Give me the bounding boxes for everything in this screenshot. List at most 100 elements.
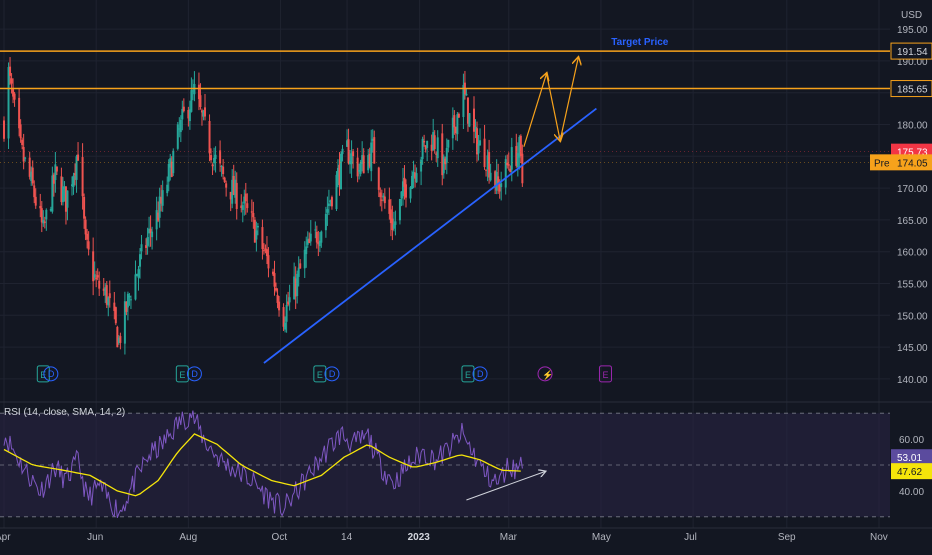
candle-up (398, 198, 401, 221)
y-tick-label: 180.00 (897, 120, 928, 131)
candle-up (456, 114, 459, 135)
earnings-marker[interactable] (36, 365, 50, 383)
candle-down (77, 154, 80, 161)
candle-down (391, 218, 394, 231)
rsi-value-badge (891, 449, 932, 466)
candle-up (93, 274, 96, 278)
earnings-marker[interactable] (313, 365, 327, 383)
candle-down (60, 176, 63, 203)
dividend-marker[interactable] (186, 366, 202, 382)
rsi-sma-line (3, 433, 521, 497)
candle-up (213, 157, 216, 164)
candle-down (261, 227, 264, 250)
candle-down (423, 140, 426, 143)
candle-up (367, 155, 370, 171)
candle-up (191, 90, 194, 92)
candle-down (235, 182, 238, 209)
level-badge-label: 185.65 (897, 85, 928, 96)
earnings-marker-letter: E (40, 370, 46, 380)
candle-up (139, 254, 142, 267)
candle-down (373, 137, 376, 164)
candle-down (466, 97, 469, 124)
candle-up (129, 299, 132, 301)
lightning-event-icon[interactable] (537, 366, 553, 382)
candle-up (146, 237, 149, 246)
candle-down (379, 192, 382, 198)
candle-down (414, 172, 417, 179)
candle-up (49, 208, 52, 211)
projection-arrow-segment[interactable] (523, 74, 547, 147)
candle-down (3, 120, 5, 139)
candle-down (383, 196, 386, 204)
projection-arrow-segment[interactable] (545, 73, 561, 141)
candle-down (182, 106, 185, 112)
y-tick-label: 170.00 (897, 184, 928, 195)
candle-up (451, 117, 454, 139)
earnings-marker[interactable] (461, 365, 475, 383)
candle-down (264, 248, 267, 250)
candle-down (265, 249, 268, 257)
candle-down (74, 173, 77, 176)
y-tick-label: 140.00 (897, 375, 928, 386)
projection-arrow-segment[interactable] (559, 58, 578, 141)
candle-up (401, 181, 404, 197)
earnings-marker[interactable] (175, 365, 189, 383)
ascending-trendline[interactable] (263, 107, 597, 364)
candle-down (170, 161, 173, 177)
candle-down (317, 241, 320, 245)
candle-up (117, 337, 120, 343)
y-tick-label: 155.00 (897, 280, 928, 291)
candle-up (306, 239, 309, 245)
rsi-sma-value-badge (891, 463, 932, 480)
x-tick-label: Sep (778, 532, 796, 543)
rsi-divergence-arrow[interactable] (466, 471, 545, 501)
candle-up (336, 167, 339, 177)
candle-up (75, 156, 78, 180)
candle-up (71, 184, 74, 187)
candle-up (243, 196, 246, 204)
candle-up (288, 297, 291, 303)
candle-down (403, 177, 406, 187)
candle-down (352, 151, 355, 157)
candle-down (287, 301, 290, 305)
candle-up (54, 164, 57, 181)
candle-down (197, 84, 200, 100)
candle-down (377, 167, 380, 190)
candle-down (244, 193, 247, 202)
candle-down (498, 184, 501, 192)
candle-up (326, 209, 329, 213)
candle-down (160, 197, 163, 204)
earnings-marker[interactable] (598, 365, 612, 383)
candle-up (394, 221, 397, 225)
candle-up (346, 140, 349, 147)
earnings-marker-letter: E (465, 370, 471, 380)
dividend-marker[interactable] (324, 366, 340, 382)
rsi-band-fill (0, 413, 890, 517)
candle-up (329, 200, 332, 203)
dividend-marker[interactable] (43, 366, 59, 382)
x-tick-label: Jun (87, 532, 103, 543)
candle-up (231, 179, 234, 204)
dividend-marker[interactable] (472, 366, 488, 382)
candle-up (518, 137, 521, 158)
candle-up (421, 138, 424, 159)
candle-up (24, 157, 27, 159)
candle-up (415, 173, 418, 183)
candle-down (388, 199, 391, 214)
candle-down (225, 183, 228, 188)
candle-up (516, 153, 519, 168)
candle-down (187, 109, 190, 119)
candle-down (253, 219, 256, 243)
candle-up (447, 139, 450, 148)
candle-up (296, 273, 299, 297)
candle-down (497, 176, 500, 186)
candle-up (190, 90, 193, 112)
candle-up (305, 246, 308, 255)
candle-up (309, 233, 312, 242)
candle-down (240, 205, 243, 209)
candle-down (507, 164, 510, 166)
candle-down (33, 185, 36, 198)
candle-up (314, 229, 317, 231)
